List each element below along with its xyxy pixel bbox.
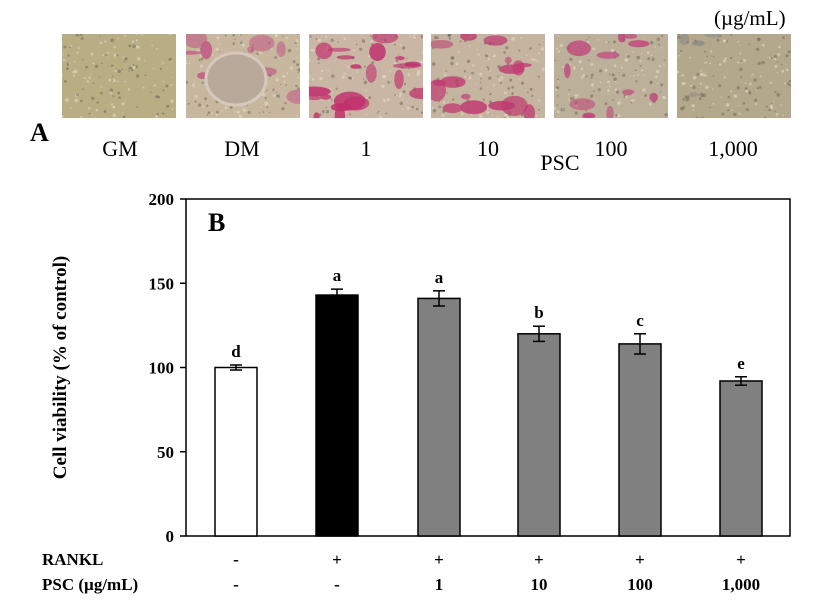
- psc-group-label: PSC: [540, 150, 580, 175]
- micrograph-image: [186, 34, 300, 118]
- micrograph-label: DM: [224, 136, 260, 161]
- y-tick-label: 50: [157, 443, 174, 462]
- condition-value: -: [233, 550, 239, 569]
- condition-value: 100: [627, 575, 653, 594]
- micrograph-image: [309, 34, 423, 118]
- bar: [517, 333, 561, 537]
- panel-b-letter: B: [208, 208, 225, 237]
- bar: [618, 343, 662, 537]
- y-tick-label: 150: [149, 274, 175, 293]
- panel-a-letter: A: [30, 118, 49, 147]
- y-tick-label: 100: [149, 359, 175, 378]
- micrograph-image: [554, 34, 668, 118]
- condition-value: +: [736, 550, 746, 569]
- bar: [315, 294, 359, 537]
- y-axis-label: Cell viability (% of control): [50, 256, 71, 479]
- micrograph-label: 1,000: [708, 136, 758, 161]
- unit-label: (µg/mL): [714, 6, 786, 30]
- significance-letter: a: [333, 266, 342, 285]
- significance-letter: b: [534, 303, 543, 322]
- y-tick-label: 200: [149, 190, 175, 209]
- micrograph-label: 10: [477, 136, 499, 161]
- condition-value: +: [534, 550, 544, 569]
- micrograph-label: 100: [594, 136, 628, 161]
- micrograph-image: [431, 34, 545, 118]
- condition-value: +: [332, 550, 342, 569]
- micrograph-image: [677, 34, 791, 118]
- condition-value: +: [635, 550, 645, 569]
- condition-value: 10: [531, 575, 548, 594]
- significance-letter: a: [435, 268, 444, 287]
- condition-value: 1,000: [722, 575, 760, 594]
- micrograph-image: [62, 34, 176, 118]
- condition-value: 1: [435, 575, 444, 594]
- condition-value: -: [233, 575, 239, 594]
- micrograph-label: 1: [360, 136, 372, 161]
- condition-value: +: [434, 550, 444, 569]
- significance-letter: e: [737, 354, 745, 373]
- condition-value: -: [334, 575, 340, 594]
- plot-frame: [185, 198, 791, 537]
- condition-row-label: PSC (µg/mL): [42, 575, 138, 594]
- bar: [214, 366, 258, 537]
- bar: [417, 297, 461, 537]
- condition-row-label: RANKL: [42, 550, 103, 569]
- significance-letter: d: [231, 342, 241, 361]
- micrograph-label: GM: [102, 136, 138, 161]
- bar: [719, 380, 763, 537]
- y-tick-label: 0: [166, 527, 175, 546]
- significance-letter: c: [636, 311, 644, 330]
